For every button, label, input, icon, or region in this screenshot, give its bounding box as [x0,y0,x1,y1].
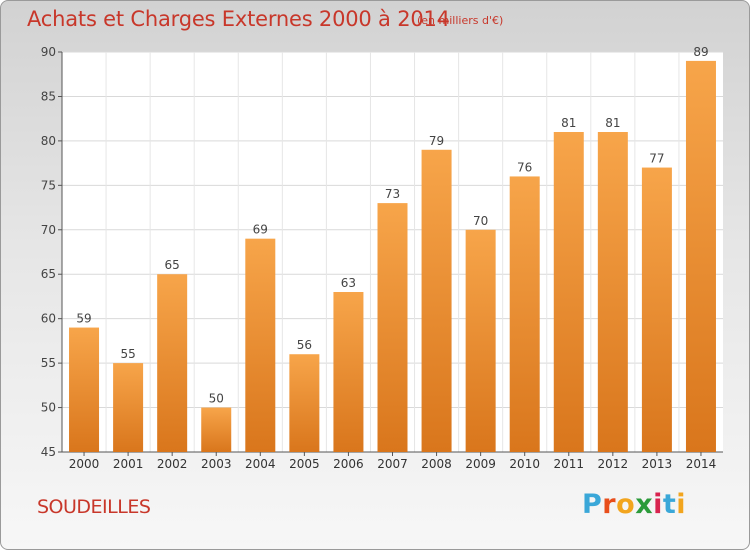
y-tick-label: 80 [41,134,56,148]
bar [289,354,320,452]
y-tick-label: 75 [41,178,56,192]
bar [69,327,100,452]
data-label: 59 [76,312,91,326]
bar [333,292,364,452]
y-tick-label: 55 [41,356,56,370]
logo-letter: t [662,489,677,520]
data-label: 65 [165,258,180,272]
bar [597,132,628,452]
bar [377,203,408,452]
x-tick-label: 2007 [377,457,408,471]
x-tick-label: 2001 [113,457,144,471]
x-tick-label: 2005 [289,457,320,471]
logo-letter: i [653,489,663,520]
x-tick-label: 2008 [421,457,452,471]
bar [113,363,144,452]
x-tick-label: 2002 [157,457,188,471]
bar [465,229,496,452]
y-tick-label: 60 [41,312,56,326]
logo-letter: o [616,489,636,520]
x-tick-label: 2003 [201,457,232,471]
data-labels: 59 55 65 50 69 56 63 73 79 70 76 81 81 77 89 [76,45,708,406]
x-tick-label: 2006 [333,457,364,471]
x-tick-label: 2010 [509,457,540,471]
y-tick-label: 85 [41,89,56,103]
data-label: 73 [385,187,400,201]
y-tick-label: 45 [41,445,56,459]
logo-letter: x [635,489,654,520]
logo-letter: i [676,489,687,520]
bar [641,167,672,453]
x-tick-label: 2004 [245,457,276,471]
bar [509,176,540,452]
data-label: 76 [517,160,532,174]
x-tick-label: 2012 [598,457,629,471]
data-label: 56 [297,338,312,352]
y-tick-label: 50 [41,401,56,415]
x-tick-label: 2000 [69,457,100,471]
data-label: 50 [209,392,224,406]
data-label: 55 [120,347,135,361]
data-label: 89 [693,45,708,59]
bar [553,132,584,452]
data-label: 81 [605,116,620,130]
data-label: 63 [341,276,356,290]
bar [201,407,232,452]
bar [685,60,716,453]
bar [245,238,276,452]
bars [69,60,716,453]
data-label: 81 [561,116,576,130]
bar [421,149,452,452]
proxiti-logo: Proxiti [582,489,686,520]
y-tick-label: 90 [41,45,56,59]
data-label: 70 [473,214,488,228]
x-tick-label: 2011 [553,457,584,471]
y-tick-label: 65 [41,267,56,281]
y-tick-label: 70 [41,223,56,237]
x-tick-label: 2009 [465,457,496,471]
data-label: 69 [253,223,268,237]
data-label: 79 [429,134,444,148]
logo-letter: P [582,489,603,520]
x-tick-label: 2014 [686,457,717,471]
bar [157,274,188,452]
x-tick-label: 2013 [642,457,673,471]
commune-name: SOUDEILLES [37,496,151,518]
chart-title: Achats et Charges Externes 2000 à 2014 [27,7,450,31]
chart-subtitle: (en milliers d'€) [417,14,504,27]
logo-letter: r [602,489,617,520]
data-label: 77 [649,152,664,166]
